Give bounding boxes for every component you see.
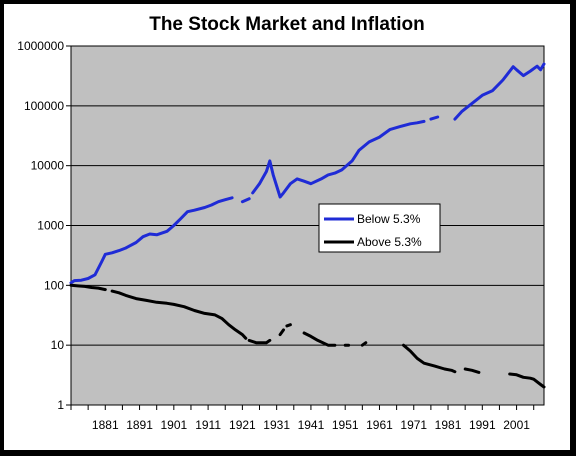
series-line-above xyxy=(302,331,337,347)
series-line-above xyxy=(463,367,481,374)
legend-label-above: Above 5.3% xyxy=(357,235,422,249)
series-line-above xyxy=(247,338,272,345)
series-line-above xyxy=(278,328,285,337)
x-tick-label: 1911 xyxy=(195,418,221,432)
x-tick-label: 1931 xyxy=(263,418,290,432)
x-tick-label: 1901 xyxy=(160,418,187,432)
series-line-below xyxy=(69,196,234,285)
x-tick-label: 1921 xyxy=(229,418,256,432)
x-tick-label: 1981 xyxy=(435,418,462,432)
chart-title: The Stock Market and Inflation xyxy=(149,14,425,35)
series-line-below xyxy=(251,119,426,199)
x-tick-label: 1971 xyxy=(400,418,427,432)
x-tick-label: 1881 xyxy=(92,418,119,432)
series-line-above xyxy=(285,323,292,328)
series-line-above xyxy=(110,289,248,340)
y-tick-label: 1 xyxy=(57,398,64,412)
chart-frame: The Stock Market and Inflation 1 10 100 100… xyxy=(4,4,570,450)
x-tick-label: 1941 xyxy=(298,418,325,432)
y-tick-label: 10000 xyxy=(31,159,65,173)
x-tick-label: 1891 xyxy=(126,418,153,432)
y-tick-label: 1000000 xyxy=(17,39,64,53)
gridlines xyxy=(71,105,544,346)
series-line-below xyxy=(429,115,440,121)
y-tick-label: 1000 xyxy=(37,219,64,233)
stock-inflation-chart: The Stock Market and Inflation 1 10 100 100… xyxy=(17,14,546,432)
y-tick-label: 100 xyxy=(44,278,64,292)
legend-box xyxy=(318,203,441,253)
y-tick-label: 100000 xyxy=(24,99,64,113)
y-axis-tick-labels: 1 10 100 1000 10000 100000 1000000 xyxy=(17,39,71,412)
x-tick-label: 2001 xyxy=(503,418,530,432)
x-tick-label: 1991 xyxy=(469,418,496,432)
series-line-below xyxy=(240,197,251,204)
series-lines xyxy=(69,62,546,389)
y-tick-label: 10 xyxy=(51,338,65,352)
legend: Below 5.3% Above 5.3% xyxy=(318,203,441,253)
x-tick-label: 1961 xyxy=(366,418,393,432)
x-tick-label: 1951 xyxy=(332,418,359,432)
series-line-above xyxy=(360,341,368,347)
series-line-above xyxy=(508,372,546,389)
series-line-below xyxy=(453,62,546,121)
x-axis-tick-labels: 1881 1891 1901 1911 1921 1931 1941 1951 1961 1971… xyxy=(70,405,535,432)
series-line-above xyxy=(69,283,107,292)
legend-label-below: Below 5.3% xyxy=(357,212,421,226)
series-line-above xyxy=(402,343,457,374)
